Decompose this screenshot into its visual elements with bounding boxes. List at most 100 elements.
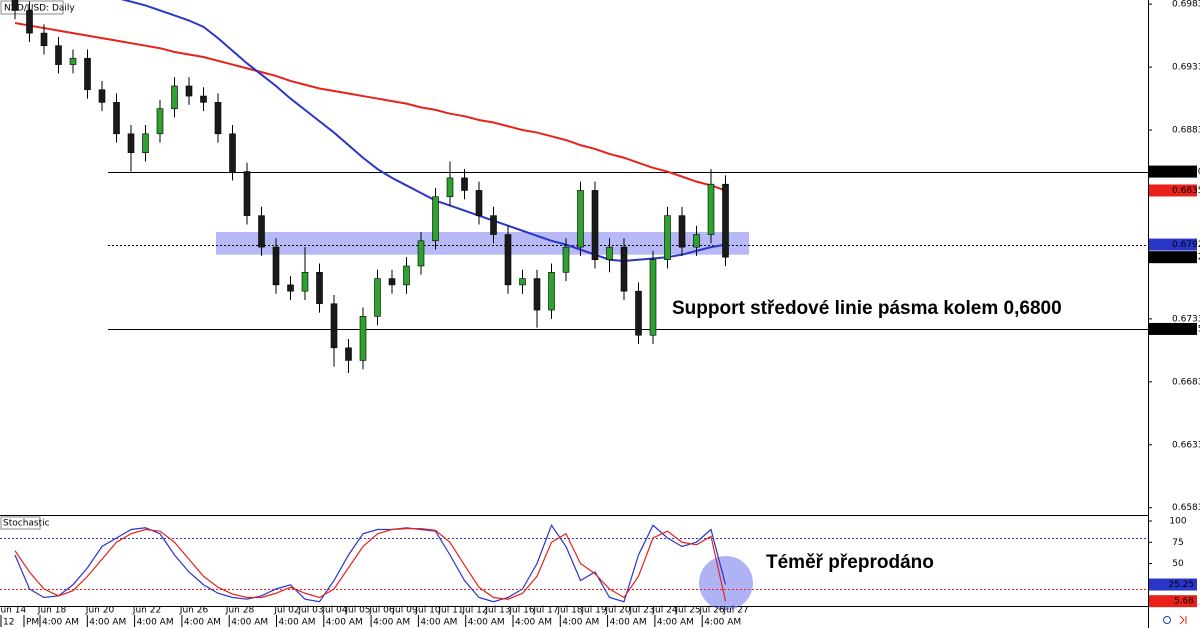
x-tick-label: 4:00 AM bbox=[704, 618, 741, 628]
candle-body bbox=[461, 177, 468, 191]
candle-body bbox=[301, 271, 309, 292]
candle-body bbox=[606, 246, 613, 261]
candle-body bbox=[11, 0, 19, 11]
candle-body bbox=[185, 85, 193, 97]
candle-body bbox=[98, 89, 106, 103]
y-tick-label: 75 bbox=[1172, 538, 1183, 548]
y-tick-label: 0.6633 bbox=[1172, 440, 1200, 450]
candle-body bbox=[548, 271, 555, 311]
x-tick-label: Jul 03 bbox=[297, 606, 323, 616]
x-tick-label: 4:00 AM bbox=[137, 618, 174, 628]
price-tag bbox=[1149, 238, 1197, 251]
x-tick-label: Jun 14 bbox=[0, 606, 26, 616]
x-tick-label: Jul 19 bbox=[580, 606, 606, 616]
y-tick-label: 100 bbox=[1169, 517, 1186, 527]
candle-body bbox=[316, 271, 323, 305]
stochastic-line bbox=[14, 528, 727, 602]
x-tick-label: Jul 16 bbox=[508, 606, 534, 616]
x-tick-label: Jul 26 bbox=[698, 606, 724, 616]
x-tick-label: 4:00 AM bbox=[610, 618, 647, 628]
price-tag bbox=[1149, 251, 1197, 264]
candle-body bbox=[200, 95, 207, 103]
x-tick-label: Jun 22 bbox=[132, 606, 161, 616]
x-tick-label: Jun 28 bbox=[225, 606, 255, 616]
price-tag bbox=[1149, 165, 1197, 178]
x-tick-label: Jun 20 bbox=[85, 606, 115, 616]
candle-body bbox=[345, 347, 352, 361]
y-tick-label: 0.6683 bbox=[1172, 377, 1200, 387]
moving-average bbox=[14, 22, 726, 192]
stochastic-line bbox=[14, 523, 727, 603]
x-tick-label: 4:00 AM bbox=[562, 618, 599, 628]
x-tick-label: 4:00 AM bbox=[231, 618, 268, 628]
candle-body bbox=[214, 102, 222, 135]
candle-body bbox=[620, 246, 628, 292]
candle-body bbox=[69, 57, 77, 65]
x-tick-label: Jul 06 bbox=[368, 606, 394, 616]
x-tick-label: Jul 17 bbox=[532, 606, 558, 616]
price-tag bbox=[1149, 322, 1197, 335]
candle-body bbox=[55, 45, 62, 65]
candle-body bbox=[229, 133, 236, 172]
candle-body bbox=[475, 190, 483, 216]
candle-body bbox=[359, 316, 367, 361]
candle-body bbox=[388, 278, 396, 286]
x-tick-label: 4:00 AM bbox=[657, 618, 694, 628]
candle-body bbox=[417, 240, 425, 267]
value-tag bbox=[1149, 578, 1197, 591]
price-tag-label: 0.6725 bbox=[1172, 324, 1200, 334]
x-tick-label: Jul 23 bbox=[628, 606, 654, 616]
candle-body bbox=[562, 246, 570, 273]
x-tick-label: 4:00 AM bbox=[42, 618, 79, 628]
toolbar-icons bbox=[1163, 615, 1187, 625]
y-tick-label: 0.6933 bbox=[1172, 63, 1200, 73]
candle-body bbox=[490, 215, 497, 235]
icon bbox=[1163, 616, 1171, 624]
price-tag-label: 0.6835 bbox=[1172, 186, 1200, 196]
x-tick-label: Jul 09 bbox=[391, 606, 417, 616]
value-tag bbox=[1149, 595, 1197, 608]
indicator-title: Stochastic bbox=[3, 519, 50, 529]
x-tick-label: 12 bbox=[3, 618, 14, 628]
support-zone bbox=[216, 232, 749, 255]
icon bbox=[1179, 615, 1187, 625]
candle-body bbox=[171, 85, 178, 109]
x-tick-label: Jul 02 bbox=[273, 606, 299, 616]
candle-body bbox=[330, 303, 338, 349]
value-tag-label: 25.25 bbox=[1168, 580, 1194, 590]
y-tick-label: 0.6583 bbox=[1172, 503, 1200, 513]
candle-body bbox=[533, 278, 541, 311]
x-tick-label: Jul 13 bbox=[484, 606, 510, 616]
candle-body bbox=[26, 10, 33, 34]
x-tick-label: 4:00 AM bbox=[468, 618, 505, 628]
value-tag-label: 5.68 bbox=[1174, 597, 1194, 607]
price-tag-label: 0.6782 bbox=[1172, 253, 1200, 263]
candle-body bbox=[591, 190, 599, 261]
x-tick-label: Jun 18 bbox=[37, 606, 67, 616]
x-tick-label: Jul 10 bbox=[414, 606, 440, 616]
x-tick-label: Jul 05 bbox=[344, 606, 370, 616]
price-tag bbox=[1149, 184, 1197, 197]
candle-body bbox=[40, 32, 48, 46]
candle-body bbox=[403, 265, 410, 286]
y-tick-label: 0.6733 bbox=[1172, 314, 1200, 324]
x-tick-label: 4:00 AM bbox=[279, 618, 316, 628]
candle-body bbox=[577, 190, 584, 248]
annotation: Support středové linie pásma kolem 0,680… bbox=[672, 298, 1062, 319]
x-tick-label: 4:00 AM bbox=[326, 618, 363, 628]
candle-body bbox=[374, 278, 381, 317]
x-tick-label: Jul 25 bbox=[674, 606, 700, 616]
indicator-box bbox=[0, 516, 41, 530]
candle-body bbox=[142, 133, 149, 153]
highlight-circle bbox=[699, 556, 753, 610]
x-tick-label: 4:00 AM bbox=[184, 618, 221, 628]
candle-body bbox=[113, 102, 120, 135]
x-tick-label: Jul 20 bbox=[604, 606, 630, 616]
x-tick-label: Jul 24 bbox=[651, 606, 677, 616]
candle-body bbox=[258, 215, 265, 248]
annotation: Téměř přeprodáno bbox=[766, 552, 934, 573]
candle-body bbox=[243, 171, 251, 216]
